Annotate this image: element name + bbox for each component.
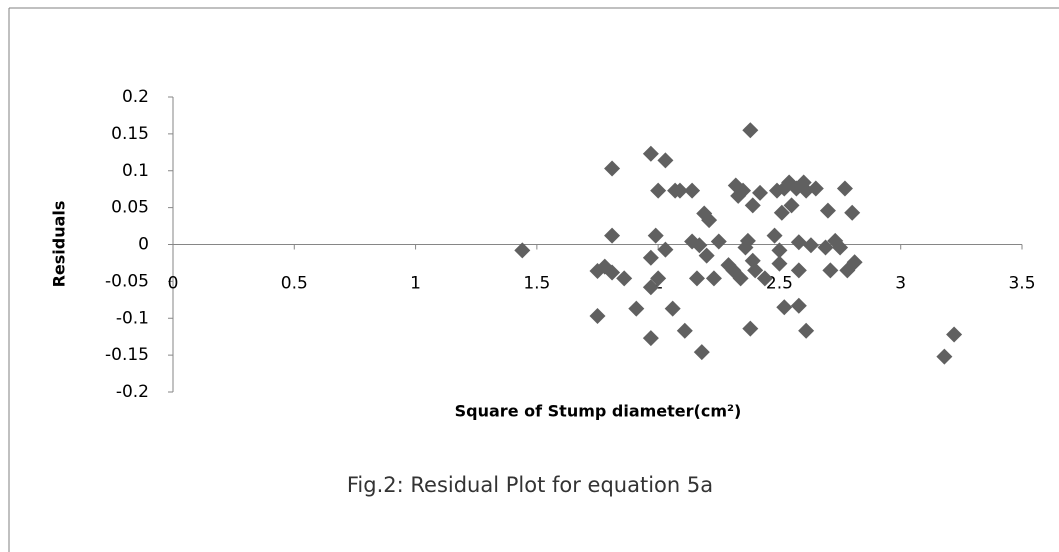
y-tick-label: -0.15: [105, 345, 149, 365]
point: [798, 322, 815, 339]
point: [688, 270, 705, 287]
point: [771, 242, 788, 259]
y-tick-label: 0.15: [111, 124, 149, 144]
point: [744, 197, 761, 214]
point: [684, 182, 701, 199]
point: [710, 233, 727, 250]
point: [642, 145, 659, 162]
x-tick-label: 0: [168, 274, 179, 294]
y-tick-label: 0.2: [122, 87, 149, 107]
point: [676, 322, 693, 339]
point: [790, 262, 807, 279]
point: [691, 237, 708, 254]
point: [701, 212, 718, 229]
y-axis-label: Residuals: [50, 201, 69, 288]
point: [705, 270, 722, 287]
point: [514, 242, 531, 259]
point: [671, 182, 688, 199]
point: [766, 227, 783, 244]
point: [642, 330, 659, 347]
point: [664, 300, 681, 317]
point: [650, 182, 667, 199]
y-tick-label: -0.2: [116, 382, 149, 402]
point: [604, 227, 621, 244]
y-tick-label: -0.05: [105, 271, 149, 291]
point: [650, 270, 667, 287]
point: [589, 308, 606, 325]
x-tick-label: 1: [410, 274, 421, 294]
point: [802, 237, 819, 254]
point: [776, 299, 793, 316]
point: [698, 247, 715, 264]
point: [756, 270, 773, 287]
point: [752, 184, 769, 201]
point: [742, 320, 759, 337]
point: [807, 180, 824, 197]
y-tick-label: 0.1: [122, 161, 149, 181]
x-tick-label: 1.5: [523, 274, 550, 294]
point: [790, 297, 807, 314]
y-tick-label: -0.1: [116, 308, 149, 328]
point: [657, 152, 674, 169]
point: [604, 264, 621, 281]
point: [616, 270, 633, 287]
point: [771, 255, 788, 272]
point: [747, 262, 764, 279]
point: [647, 227, 664, 244]
point: [844, 204, 861, 221]
point: [642, 249, 659, 266]
point: [657, 241, 674, 258]
point: [735, 182, 752, 199]
point: [732, 270, 749, 287]
point: [742, 122, 759, 139]
chart-title: Fig.2: Residual Plot for equation 5a: [347, 473, 713, 497]
point: [773, 204, 790, 221]
point: [822, 262, 839, 279]
y-tick-label: 0.05: [111, 198, 149, 218]
point: [819, 202, 836, 219]
point: [846, 254, 863, 271]
point: [642, 279, 659, 296]
point: [790, 234, 807, 251]
point: [783, 197, 800, 214]
point: [604, 160, 621, 177]
point: [817, 239, 834, 256]
y-tick-label: 0: [138, 235, 149, 255]
point: [739, 232, 756, 249]
point: [946, 326, 963, 343]
x-tick-label: 3: [895, 274, 906, 294]
x-tick-label: 0.5: [281, 274, 308, 294]
point: [936, 348, 953, 365]
point: [628, 300, 645, 317]
point: [836, 180, 853, 197]
x-axis-label: Square of Stump diameter(cm²): [455, 402, 742, 421]
point: [832, 239, 849, 256]
point: [693, 344, 710, 361]
x-tick-label: 3.5: [1008, 274, 1035, 294]
